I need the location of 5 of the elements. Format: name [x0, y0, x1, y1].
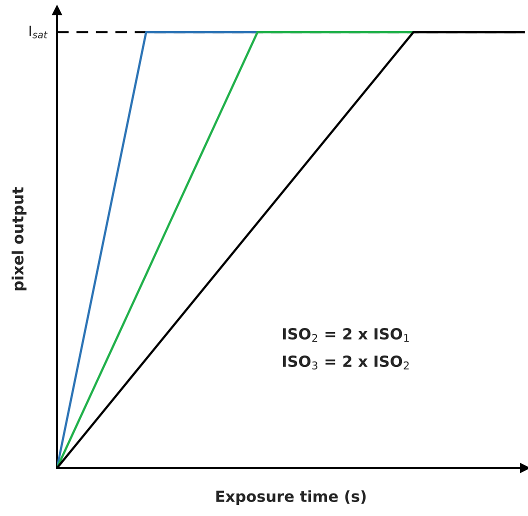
y-axis-title: pixel output: [12, 187, 26, 290]
annotation: ISO$_{2}$ = 2 x ISO$_{1}$: [282, 328, 409, 342]
x-axis-title: Exposure time (s): [216, 490, 366, 506]
annotation: ISO$_{3}$ = 2 x ISO$_{2}$: [282, 356, 409, 370]
ref-line-label: I$_{sat}$: [30, 26, 48, 38]
